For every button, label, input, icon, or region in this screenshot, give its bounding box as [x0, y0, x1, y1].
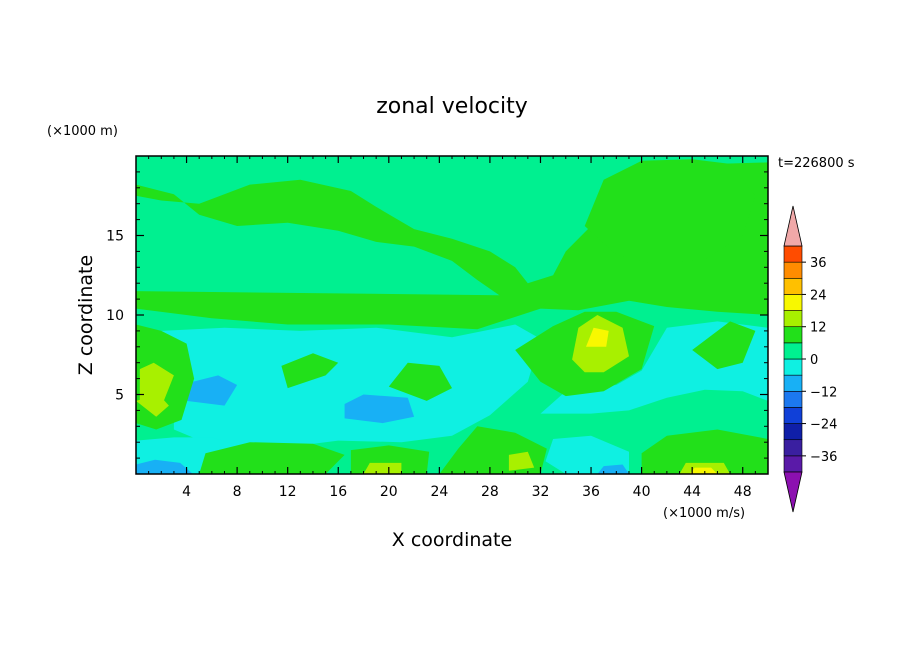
contour-region — [508, 451, 535, 471]
colorbar-label: 0 — [810, 353, 818, 368]
x-tick-label: 28 — [481, 484, 499, 500]
y-tick-label: 10 — [106, 308, 124, 324]
colorbar-max-arrow — [783, 205, 803, 247]
x-tick-label: 20 — [380, 484, 398, 500]
colorbar-label: 12 — [810, 321, 827, 336]
contour-region — [584, 159, 756, 265]
contour-region — [641, 429, 768, 474]
contour-region — [344, 394, 415, 424]
colorbar-swatch — [783, 423, 803, 441]
contour-region — [545, 435, 629, 474]
y-tick-label: 5 — [115, 388, 124, 404]
x-tick-label: 12 — [279, 484, 297, 500]
contour-region — [597, 464, 629, 474]
colorbar-swatch — [783, 374, 803, 392]
contour-region — [136, 291, 554, 330]
x-tick-label: 40 — [633, 484, 651, 500]
x-axis: 4 8 12 16 20 24 28 32 36 40 44 48 — [148, 156, 756, 500]
colorbar-swatch — [783, 261, 803, 279]
contour-region — [281, 353, 339, 389]
time-label: t=226800 s — [778, 156, 855, 171]
x-tick-label: 44 — [683, 484, 701, 500]
colorbar-swatch — [783, 310, 803, 328]
colorbar-label: 24 — [810, 288, 827, 303]
contour-region — [689, 467, 718, 474]
contour-region — [136, 459, 193, 474]
x-tick-label: 48 — [734, 484, 752, 500]
colorbar-swatch — [783, 245, 803, 263]
colorbar-label: −12 — [810, 385, 837, 400]
x-tick-label: 16 — [329, 484, 347, 500]
y-unit-label: (×1000 m) — [47, 124, 118, 139]
colorbar-swatch — [783, 294, 803, 311]
colorbar-min-arrow — [783, 471, 803, 513]
contour-region — [139, 362, 174, 403]
contour-region — [586, 327, 609, 347]
contour-region — [161, 324, 541, 449]
colorbar-label: −36 — [810, 450, 837, 465]
contour-field — [136, 156, 768, 474]
colorbar-swatch — [783, 358, 803, 376]
x-unit-label: (×1000 m/s) — [663, 506, 745, 521]
colorbar-label: 36 — [810, 256, 827, 271]
y-axis: 5 10 15 — [106, 171, 768, 459]
x-tick-label: 8 — [233, 484, 242, 500]
chart-title: zonal velocity — [376, 94, 528, 119]
contour-region — [186, 375, 238, 406]
colorbar-swatch — [783, 342, 803, 360]
contour-region — [199, 442, 345, 474]
x-tick-label: 32 — [532, 484, 550, 500]
colorbar-swatch — [783, 407, 803, 424]
colorbar-swatch — [783, 455, 803, 473]
y-axis-label: Z coordinate — [75, 255, 97, 375]
x-tick-label: 36 — [582, 484, 600, 500]
x-tick-label: 24 — [430, 484, 448, 500]
contour-region — [692, 321, 756, 370]
contour-region — [388, 362, 452, 401]
colorbar-swatch — [783, 277, 803, 295]
y-tick-label: 15 — [106, 229, 124, 245]
contour-region — [136, 394, 169, 417]
x-axis-label: X coordinate — [392, 529, 512, 551]
x-tick-label: 4 — [182, 484, 191, 500]
colorbar-swatch — [783, 439, 803, 457]
colorbar: 36 24 12 0 −12 −24 −36 — [783, 205, 837, 513]
colorbar-swatch — [783, 390, 803, 408]
colorbar-label: −24 — [810, 418, 837, 433]
contour-region — [136, 162, 768, 315]
contour-region — [363, 462, 402, 474]
colorbar-swatch — [783, 326, 803, 344]
